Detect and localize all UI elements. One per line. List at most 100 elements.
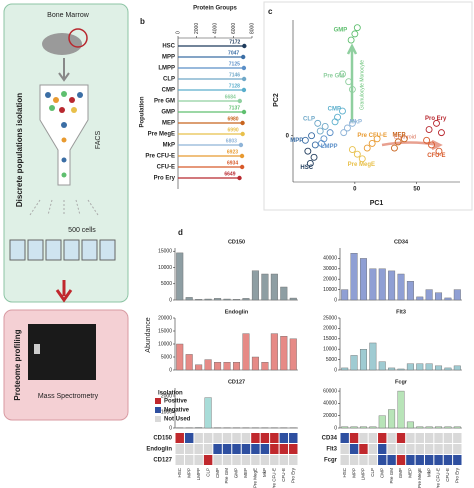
point [310,153,318,161]
isolation-cell [232,444,241,454]
series-label: CLP [303,117,315,123]
bar [214,362,222,371]
annotation: Erythroid [394,134,416,140]
category-label: Pro Ery [154,176,176,182]
category-label: CMP [379,468,384,478]
series-label: HSC [300,165,313,171]
bar [261,273,269,301]
bar [425,426,433,429]
value-label: 6990 [228,127,239,133]
lollipop-dot [240,54,246,60]
point [390,144,398,152]
isolation-cell [194,433,203,443]
point [306,160,314,167]
y-tick-label: 0 [169,425,172,431]
category-label: MEP [243,468,248,478]
bar [444,367,452,371]
category-label: Pre MegE [148,132,175,138]
legend-swatch [155,407,161,413]
annotation: Granulocyte Monocyte [359,60,365,110]
isolation-cell [251,444,260,454]
point [428,141,435,149]
category-label: Pre MegE [417,468,422,488]
chart-title: CD127 [228,379,245,385]
isolation-cell [340,433,349,443]
point [425,126,433,133]
legend-label: Negative [164,408,190,414]
chart-title: CD34 [394,239,409,245]
facs-label: FACS [95,131,102,150]
bar [280,286,288,301]
isolation-cell [406,433,415,443]
y-tick-label: 10000 [323,287,337,293]
isolation-cell [340,444,349,454]
isolation-cell [453,444,462,454]
profiling-label: Proteome profiling [13,329,22,400]
lollipop-dot [240,120,245,126]
value-label: 7137 [229,105,240,111]
bar [270,273,278,301]
lollipop-dot [239,153,245,159]
point [331,118,339,126]
isolation-cell [453,455,462,465]
point [304,147,312,155]
bar [453,289,461,301]
x-tick-label: 4000 [212,23,218,34]
bar [242,298,250,301]
y-tick-label: 5000 [161,281,172,287]
category-label: MEP [162,121,175,127]
isolation-cell [289,433,298,443]
bar [185,354,193,371]
isolation-cell [415,444,424,454]
value-label: 6803 [226,138,237,144]
isolation-cell [434,455,443,465]
series-label: GMP [334,27,348,33]
point [348,146,356,154]
point [318,139,325,147]
bar [397,273,405,301]
y-tick-label: 10000 [158,341,172,347]
bar [406,281,414,301]
point [343,124,351,132]
category-label: Pre CFU-E [145,154,175,160]
bar [369,268,377,301]
value-label: 6684 [225,94,236,100]
isolation-cell [232,455,241,465]
y-tick-label: 0 [169,367,172,373]
bar [242,333,250,371]
row-label: Endoglin [146,447,172,453]
isolation-cell [415,433,424,443]
isolation-cell [270,455,279,465]
point [437,129,445,137]
category-label: MPP [351,468,356,478]
red-arrow [55,280,73,303]
bar [359,258,367,301]
y-tick-label: 10000 [158,265,172,271]
bar [289,297,297,301]
lollipop-dot [241,65,247,71]
isolation-cell [396,455,406,465]
bar [280,336,288,371]
cells-label: 500 cells [68,227,96,234]
bar [435,292,443,301]
bar [406,363,414,371]
point [363,144,371,152]
bar [444,426,452,429]
isolation-cell [434,444,443,454]
y-tick-label: 0 [286,133,290,139]
isolation-cell [378,455,387,465]
chart-title: CD150 [228,239,245,245]
bar [270,333,278,371]
lollipop-dot [239,164,245,170]
isolation-cell [175,455,184,465]
isolation-cell [340,455,349,465]
point [345,78,353,86]
x-tick-label: 2000 [194,23,200,34]
y-tick-label: 5000 [326,357,337,363]
marrow-circle [68,28,88,48]
value-label: 6980 [227,116,238,122]
bar [369,342,377,371]
y-tick-label: 1000 [161,409,172,415]
bar [341,426,349,429]
isolation-cell [213,455,222,465]
